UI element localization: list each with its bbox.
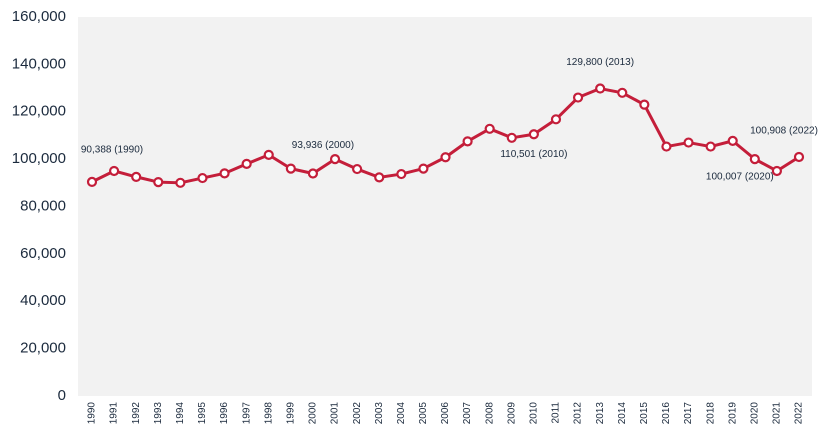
x-tick-label: 2005 [418, 402, 429, 425]
y-tick-label: 40,000 [20, 292, 66, 309]
point [374, 172, 385, 183]
point [749, 154, 760, 165]
x-tick-label: 2006 [440, 402, 451, 425]
y-tick-label: 0 [58, 387, 66, 404]
point [131, 171, 142, 182]
point [771, 165, 783, 177]
x-tick-label: 1995 [197, 402, 208, 425]
point [484, 123, 495, 134]
point [617, 87, 628, 98]
point [153, 177, 164, 188]
x-tick-label: 2012 [573, 402, 584, 425]
point [418, 163, 429, 174]
y-tick-label: 60,000 [20, 245, 66, 262]
x-tick-label: 1990 [87, 402, 98, 425]
point [440, 152, 451, 163]
annotation: 100,908 (2022) [750, 126, 818, 137]
x-tick-label: 2003 [374, 402, 385, 425]
x-tick-label: 2010 [529, 402, 540, 425]
annotation: 90,388 (1990) [81, 145, 143, 156]
x-tick-label: 2022 [794, 402, 805, 425]
point [572, 92, 584, 103]
x-tick-label: 2016 [661, 402, 672, 425]
annotation: 100,007 (2020) [706, 172, 774, 183]
x-tick-label: 2000 [308, 402, 319, 425]
x-tick-label: 2011 [551, 402, 562, 424]
point [727, 135, 738, 146]
plot-background [78, 17, 812, 396]
y-tick-label: 80,000 [20, 197, 66, 214]
y-tick-label: 120,000 [12, 103, 66, 120]
point [108, 165, 120, 177]
x-tick-label: 2020 [749, 402, 760, 425]
point [396, 168, 407, 180]
x-tick-label: 2014 [617, 402, 628, 425]
point [705, 141, 716, 152]
x-tick-label: 2021 [772, 402, 783, 425]
point [793, 151, 805, 163]
point [285, 163, 296, 174]
x-tick-label: 2002 [352, 402, 363, 425]
point [528, 129, 539, 140]
x-tick-label: 1999 [285, 402, 296, 425]
point [683, 137, 694, 148]
point [639, 99, 650, 110]
point [241, 158, 252, 169]
x-tick-label: 2013 [595, 402, 606, 425]
y-tick-label: 160,000 [12, 8, 66, 25]
point [307, 168, 319, 179]
x-tick-label: 1996 [219, 402, 230, 425]
x-tick-label: 2001 [330, 402, 341, 425]
x-tick-label: 2019 [727, 402, 738, 425]
point [595, 83, 606, 94]
point [506, 132, 517, 143]
point [329, 154, 341, 165]
point [219, 168, 230, 179]
point [197, 172, 208, 184]
point [175, 177, 186, 188]
x-tick-label: 2015 [639, 402, 650, 425]
x-tick-label: 1997 [241, 402, 252, 425]
x-tick-label: 2017 [683, 402, 694, 425]
y-tick-label: 20,000 [20, 340, 66, 357]
point [352, 163, 363, 175]
x-tick-label: 1998 [263, 402, 274, 425]
annotation: 110,501 (2010) [500, 149, 567, 160]
x-tick-label: 1993 [153, 402, 164, 425]
x-tick-label: 2004 [396, 402, 407, 425]
point [263, 149, 274, 160]
y-tick-label: 140,000 [12, 55, 66, 72]
x-tick-label: 2018 [705, 402, 716, 425]
annotation: 93,936 (2000) [292, 140, 354, 151]
x-tick-label: 2008 [484, 402, 495, 425]
x-tick-label: 2009 [506, 402, 517, 425]
point [550, 114, 562, 125]
point [86, 176, 98, 187]
annotation: 129,800 (2013) [566, 57, 634, 68]
y-tick-label: 100,000 [12, 150, 66, 167]
x-tick-label: 1991 [109, 402, 120, 425]
x-tick-label: 1994 [175, 402, 186, 425]
x-tick-label: 2007 [462, 402, 473, 425]
point [661, 141, 672, 152]
point [462, 136, 473, 147]
x-tick-label: 1992 [131, 402, 142, 425]
